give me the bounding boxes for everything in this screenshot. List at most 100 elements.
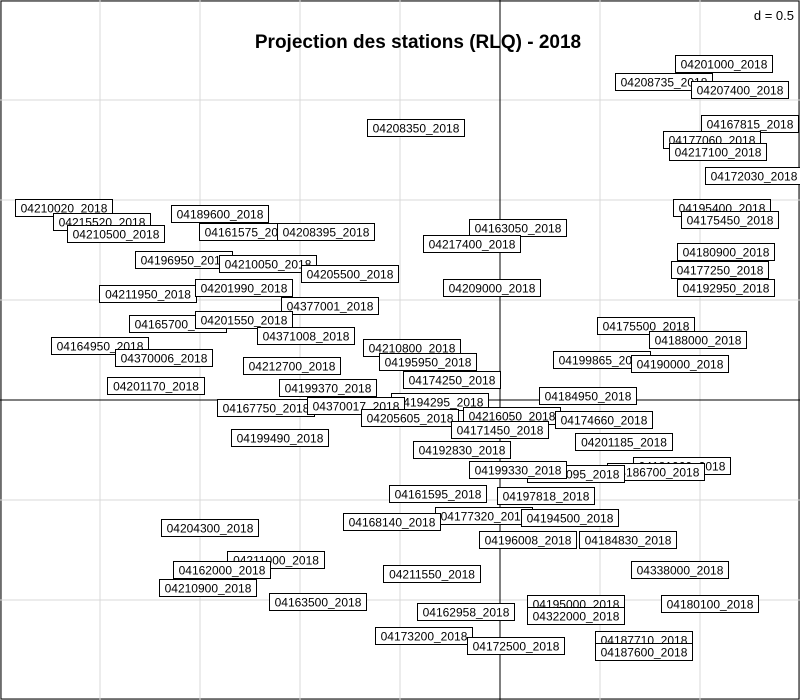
- grid-scale-label: d = 0.5: [754, 8, 794, 23]
- station-label-box: [257, 327, 355, 345]
- station-label-text: 04192950_2018: [683, 282, 770, 296]
- station-label-text: 04192830_2018: [419, 444, 506, 458]
- station-label-box: [383, 565, 481, 583]
- station-label-box: [681, 211, 779, 229]
- station-label-text: 04371008_2018: [263, 330, 350, 344]
- station-label: 04173200_2018: [375, 627, 473, 645]
- station-label: 04201185_2018: [575, 433, 673, 451]
- station-label-text: 04187600_2018: [601, 646, 688, 660]
- station-label-box: [375, 627, 473, 645]
- station-label-box: [705, 167, 800, 185]
- station-label-text: 04199330_2018: [475, 464, 562, 478]
- station-label: 04188000_2018: [649, 331, 747, 349]
- station-label: 04184950_2018: [539, 387, 637, 405]
- station-label-box: [171, 205, 269, 223]
- station-label-text: 04338000_2018: [637, 564, 724, 578]
- station-label: 04175500_2018: [597, 317, 695, 335]
- station-label: 04210800_2018: [363, 339, 461, 357]
- station-label-text: 04189600_2018: [177, 208, 264, 222]
- station-label-text: 04210050_2018: [225, 258, 312, 272]
- station-label-box: [173, 561, 271, 579]
- station-label-box: [497, 487, 595, 505]
- station-label-text: 04167750_2018: [223, 402, 310, 416]
- station-label: 04201000_2018: [675, 55, 773, 73]
- station-label: 04167815_2018: [701, 115, 799, 133]
- station-label: 04212700_2018: [243, 357, 341, 375]
- station-label-box: [231, 429, 329, 447]
- station-label: 04208735_2018: [615, 73, 713, 91]
- station-label-text: 04377001_2018: [287, 300, 374, 314]
- station-label-text: 04217400_2018: [429, 238, 516, 252]
- station-label-box: [367, 119, 465, 137]
- station-label: 04194295_2018: [391, 393, 489, 411]
- station-label-text: 04210800_2018: [369, 342, 456, 356]
- station-label: 04172030_2018: [705, 167, 800, 185]
- station-label: 04199330_2018: [469, 461, 567, 479]
- station-label-text: 04180900_2018: [683, 246, 770, 260]
- station-label-text: 04167815_2018: [707, 118, 794, 132]
- station-label-text: 04162958_2018: [423, 606, 510, 620]
- station-label-text: 04211550_2018: [389, 568, 475, 582]
- station-label: 04175450_2018: [681, 211, 779, 229]
- station-label-text: 04177320_2018: [441, 510, 528, 524]
- station-label-text: 04163050_2018: [475, 222, 562, 236]
- station-label: 04217400_2018: [423, 235, 521, 253]
- station-label-box: [649, 331, 747, 349]
- station-label: 04201170_2018: [107, 377, 205, 395]
- station-label-text: 04174250_2018: [409, 374, 496, 388]
- station-label: 04174660_2018: [555, 411, 653, 429]
- station-label: 04192830_2018: [413, 441, 511, 459]
- station-label: 04161575_2018: [199, 223, 297, 241]
- station-label-text: 04188000_2018: [655, 334, 742, 348]
- station-label-box: [669, 143, 767, 161]
- station-label-text: 04199370_2018: [285, 382, 372, 396]
- station-label: 04177250_2018: [671, 261, 769, 279]
- station-label-text: 04177250_2018: [677, 264, 764, 278]
- station-label-box: [279, 379, 377, 397]
- station-label: 04171450_2018: [451, 421, 549, 439]
- station-label: 04322000_2018: [527, 607, 625, 625]
- station-label: 04370006_2018: [115, 349, 213, 367]
- station-label-box: [539, 387, 637, 405]
- station-label-text: 04217100_2018: [675, 146, 762, 160]
- station-label-box: [451, 421, 549, 439]
- station-label-text: 04208735_2018: [621, 76, 708, 90]
- station-label-text: 04208350_2018: [373, 122, 460, 136]
- chart-title: Projection des stations (RLQ) - 2018: [255, 32, 581, 53]
- station-label-text: 04168140_2018: [349, 516, 436, 530]
- station-label: 04184830_2018: [579, 531, 677, 549]
- station-label: 04174250_2018: [403, 371, 501, 389]
- station-label-box: [631, 355, 729, 373]
- station-label-text: 04175450_2018: [687, 214, 774, 228]
- station-label-box: [195, 279, 293, 297]
- station-label: 04163500_2018: [269, 593, 367, 611]
- station-label-text: 04210900_2018: [165, 582, 252, 596]
- station-label-box: [379, 353, 477, 371]
- station-label-text: 04211950_2018: [105, 288, 191, 302]
- station-label: 04217100_2018: [669, 143, 767, 161]
- station-label-text: 04201990_2018: [201, 282, 288, 296]
- station-label-box: [661, 595, 759, 613]
- station-label-text: 04209000_2018: [449, 282, 536, 296]
- station-label-text: 04201550_2018: [201, 314, 288, 328]
- station-label: 04163050_2018: [469, 219, 567, 237]
- station-label-box: [343, 513, 441, 531]
- station-label: 04197818_2018: [497, 487, 595, 505]
- station-label: 04180100_2018: [661, 595, 759, 613]
- station-label-text: 04370006_2018: [121, 352, 208, 366]
- station-label-box: [675, 55, 773, 73]
- station-label: 04162000_2018: [173, 561, 271, 579]
- station-label: 04209000_2018: [443, 279, 541, 297]
- station-label-box: [107, 377, 205, 395]
- station-label-text: 04162000_2018: [179, 564, 266, 578]
- station-label-box: [677, 279, 775, 297]
- station-label-text: 04184830_2018: [585, 534, 672, 548]
- station-label-box: [301, 265, 399, 283]
- station-label: 04162958_2018: [417, 603, 515, 621]
- station-label: 04199865_2018: [553, 351, 651, 369]
- station-label-text: 04186700_2018: [613, 466, 700, 480]
- station-label-box: [281, 297, 379, 315]
- station-label: 04194500_2018: [521, 509, 619, 527]
